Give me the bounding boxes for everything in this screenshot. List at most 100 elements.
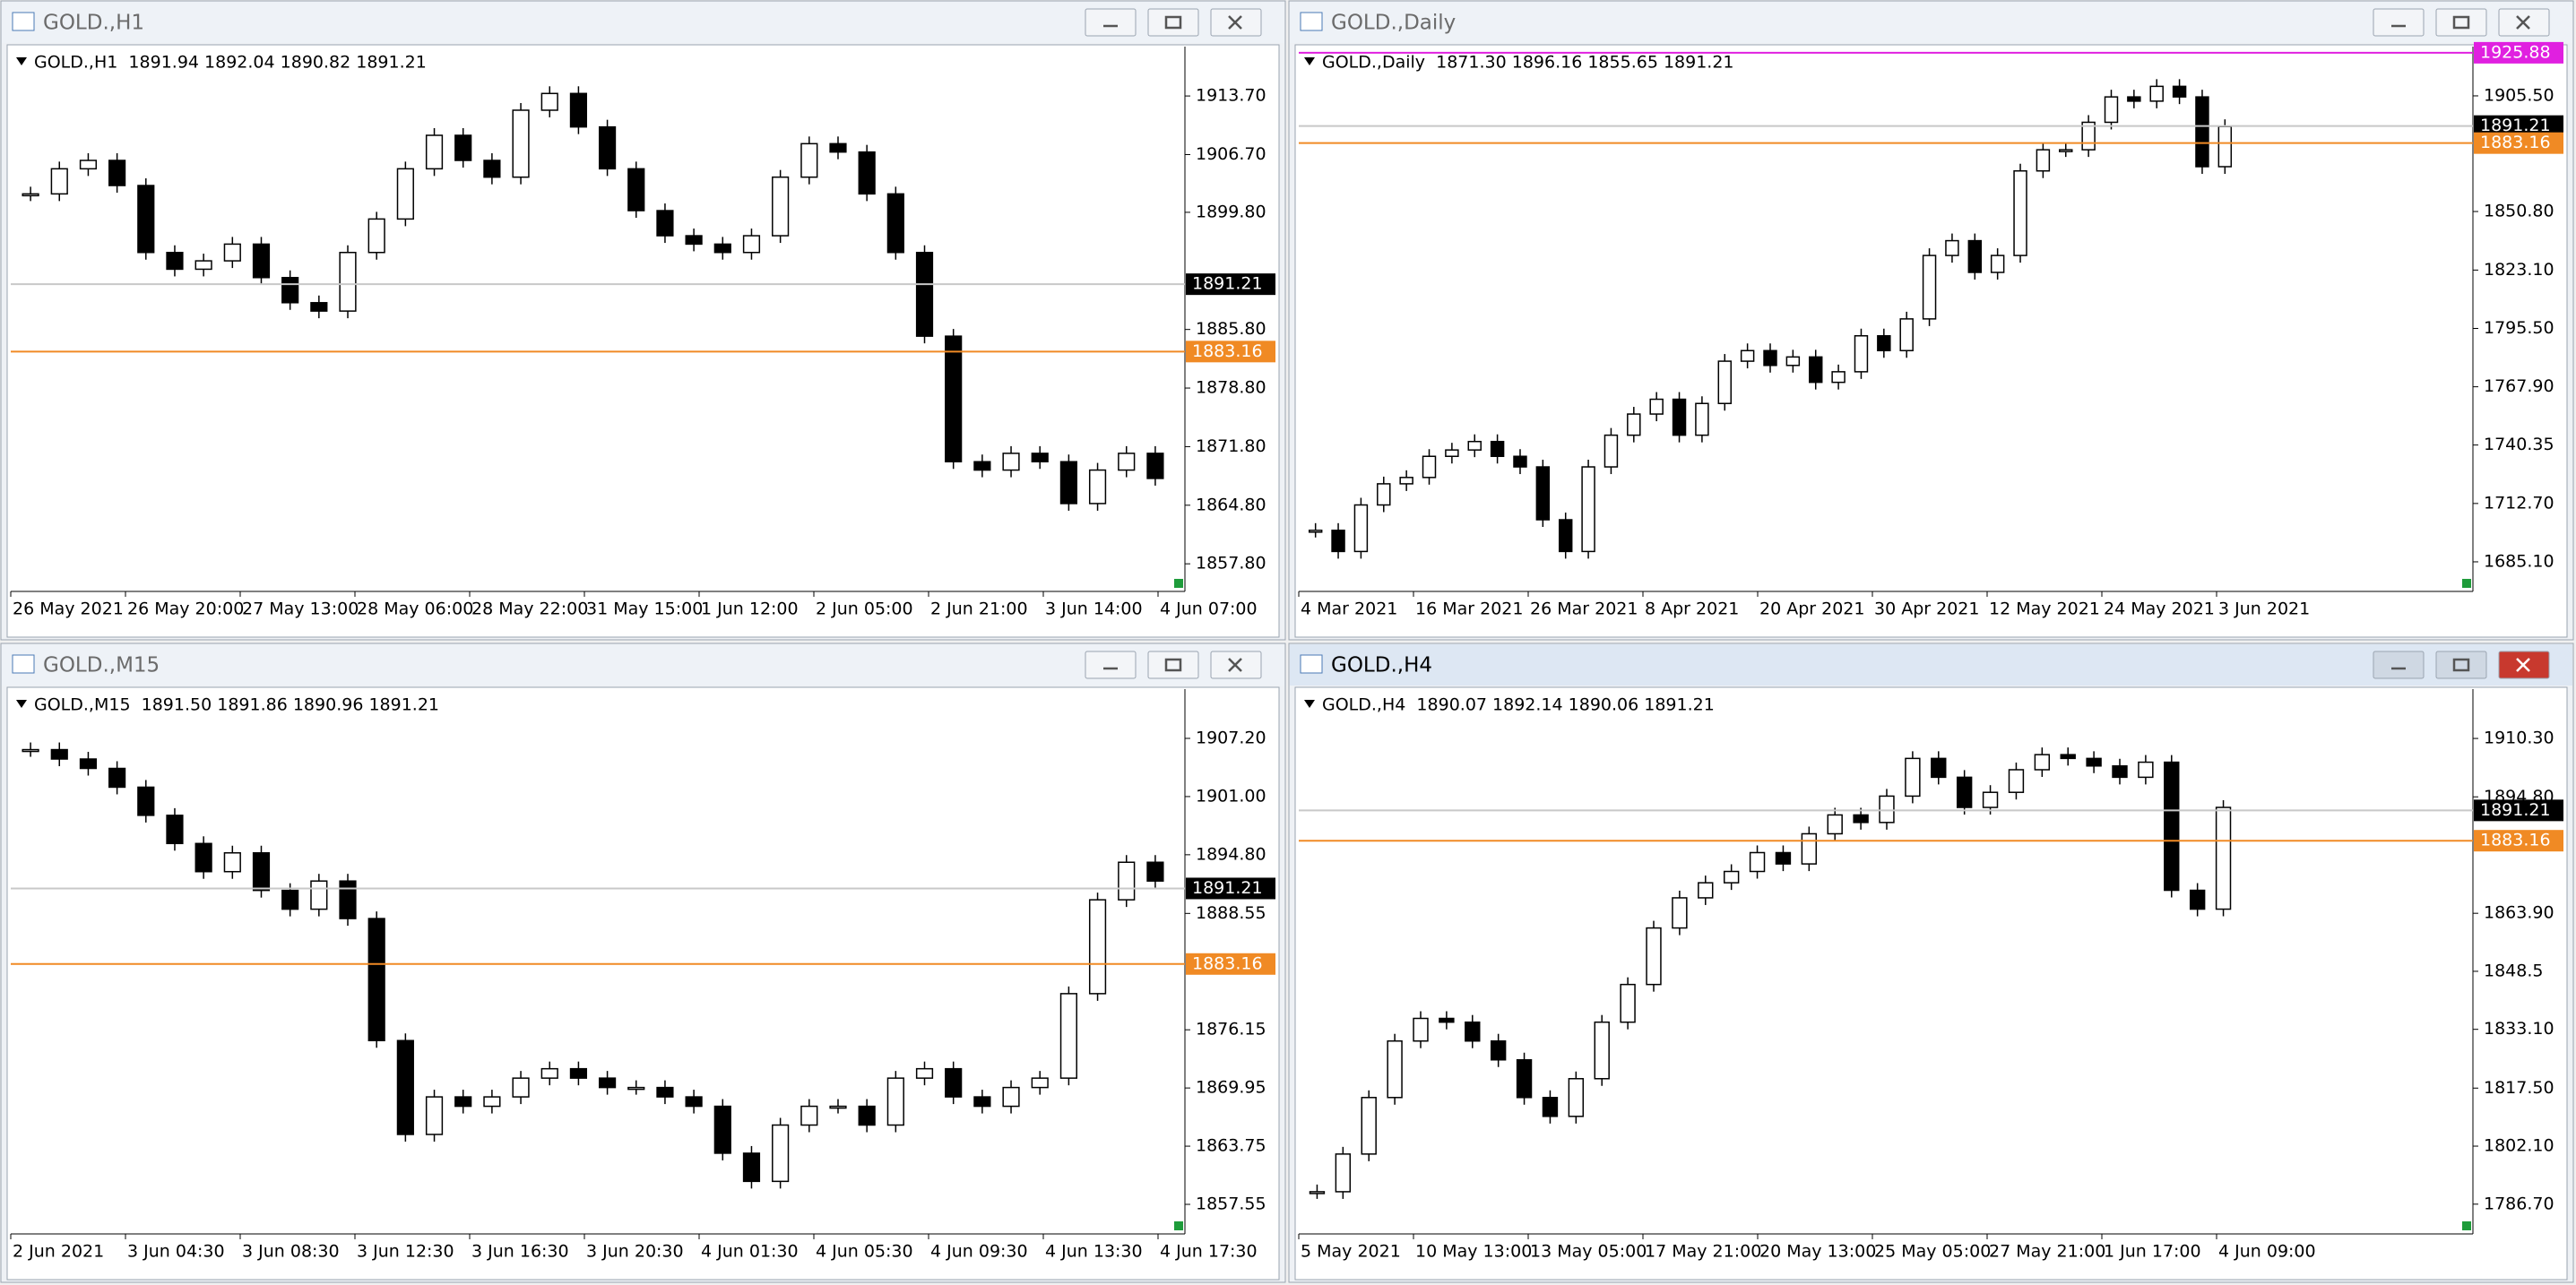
x-tick-label: 24 May 2021 — [2104, 599, 2215, 619]
chart-header: GOLD.,H1 1891.94 1892.04 1890.82 1891.21 — [34, 53, 427, 73]
candle — [540, 92, 558, 111]
x-tick-label: 3 Jun 16:30 — [471, 1242, 569, 1262]
maximize-button-glyph — [2452, 15, 2470, 30]
candle — [1698, 882, 1714, 899]
candle — [1002, 453, 1020, 471]
minimize-button[interactable] — [1085, 651, 1137, 679]
candle — [425, 134, 444, 170]
candle — [1717, 360, 1732, 405]
corner-marker — [1174, 579, 1183, 588]
candle — [1581, 466, 1595, 553]
y-tick-label: 1910.30 — [2484, 729, 2554, 748]
candle — [1031, 1077, 1049, 1089]
candle — [886, 193, 904, 254]
price-tag — [1186, 877, 1275, 900]
candle — [1672, 897, 1688, 929]
minimize-button[interactable] — [1085, 8, 1137, 37]
window-title: GOLD.,Daily — [1331, 12, 1456, 35]
candle — [772, 1124, 790, 1183]
maximize-button-glyph — [1164, 658, 1182, 672]
candle — [1854, 335, 1869, 373]
maximize-button[interactable] — [2435, 8, 2487, 37]
minimize-button[interactable] — [2373, 8, 2425, 37]
candle — [50, 168, 68, 195]
price-tag — [2474, 41, 2563, 64]
title-bar — [1290, 644, 2572, 686]
candle — [483, 1096, 501, 1108]
candle — [483, 160, 501, 178]
candle — [2060, 754, 2076, 760]
candle — [772, 176, 790, 237]
y-tick-label: 1848.5 — [2484, 961, 2543, 980]
candle — [1513, 455, 1527, 468]
candle — [22, 193, 39, 197]
y-tick-label: 1863.75 — [1196, 1136, 1266, 1156]
candle — [1922, 254, 1937, 320]
candle — [915, 1067, 934, 1079]
maximize-button[interactable] — [1147, 8, 1199, 37]
y-tick-label: 1823.10 — [2484, 260, 2554, 280]
candle — [252, 852, 271, 892]
header-triangle — [1304, 700, 1315, 708]
candle — [1967, 239, 1983, 273]
candle — [396, 168, 414, 220]
candle — [1775, 851, 1792, 865]
candle — [1308, 530, 1323, 533]
candle — [569, 1067, 588, 1079]
window-title: GOLD.,H4 — [1331, 654, 1432, 677]
x-tick-label: 30 Apr 2021 — [1874, 599, 1979, 619]
maximize-button[interactable] — [1147, 651, 1199, 679]
candle — [1749, 851, 1766, 873]
maximize-button[interactable] — [2435, 651, 2487, 679]
x-tick-label: 31 May 15:00 — [586, 599, 703, 619]
price-tag-label: 1883.16 — [1192, 953, 1263, 973]
y-tick-label: 1901.00 — [1196, 786, 1266, 806]
y-tick-label: 1786.70 — [2484, 1194, 2554, 1213]
y-tick-label: 1871.80 — [1196, 436, 1266, 456]
y-tick-label: 1913.70 — [1196, 86, 1266, 106]
candle — [1118, 453, 1136, 471]
candle — [108, 160, 126, 186]
price-tag-label: 1891.21 — [1192, 878, 1263, 898]
candle — [454, 134, 472, 161]
candle — [2138, 761, 2154, 779]
y-tick-label: 1878.80 — [1196, 378, 1266, 398]
x-tick-label: 25 May 05:00 — [1874, 1242, 1991, 1262]
candle — [598, 125, 617, 170]
y-tick-label: 1894.80 — [1196, 844, 1266, 864]
x-tick-label: 4 Jun 09:00 — [2218, 1242, 2316, 1262]
candle — [1594, 1021, 1610, 1080]
y-tick-label: 1885.80 — [1196, 319, 1266, 339]
minimize-button[interactable] — [2373, 651, 2425, 679]
candle — [454, 1096, 472, 1108]
y-tick-label: 1863.90 — [2484, 903, 2554, 923]
x-tick-label: 26 May 2021 — [13, 599, 124, 619]
x-tick-label: 2 Jun 05:00 — [816, 599, 913, 619]
candle — [973, 1096, 991, 1108]
candle — [1627, 413, 1641, 436]
candle — [1877, 335, 1891, 352]
candle — [1785, 356, 1801, 367]
candle — [166, 815, 184, 845]
candle — [425, 1096, 444, 1135]
candle — [1568, 1078, 1585, 1117]
candle — [2189, 889, 2206, 910]
candle — [1146, 861, 1164, 882]
corner-marker — [2462, 1221, 2471, 1230]
candle — [512, 109, 530, 178]
candle — [512, 1077, 530, 1098]
x-tick-label: 12 May 2021 — [1989, 599, 2100, 619]
candle — [1542, 1097, 1559, 1117]
candle — [367, 918, 385, 1041]
candle — [1763, 349, 1777, 367]
candle — [281, 277, 299, 304]
candle — [1331, 530, 1345, 553]
header-triangle — [1304, 57, 1315, 65]
candle — [79, 758, 98, 770]
x-tick-label: 3 Jun 12:30 — [357, 1242, 454, 1262]
price-tag — [2474, 830, 2563, 852]
candle — [1853, 814, 1869, 824]
x-tick-label: 3 Jun 08:30 — [242, 1242, 340, 1262]
candle — [1905, 757, 1921, 798]
candle — [1422, 455, 1437, 479]
